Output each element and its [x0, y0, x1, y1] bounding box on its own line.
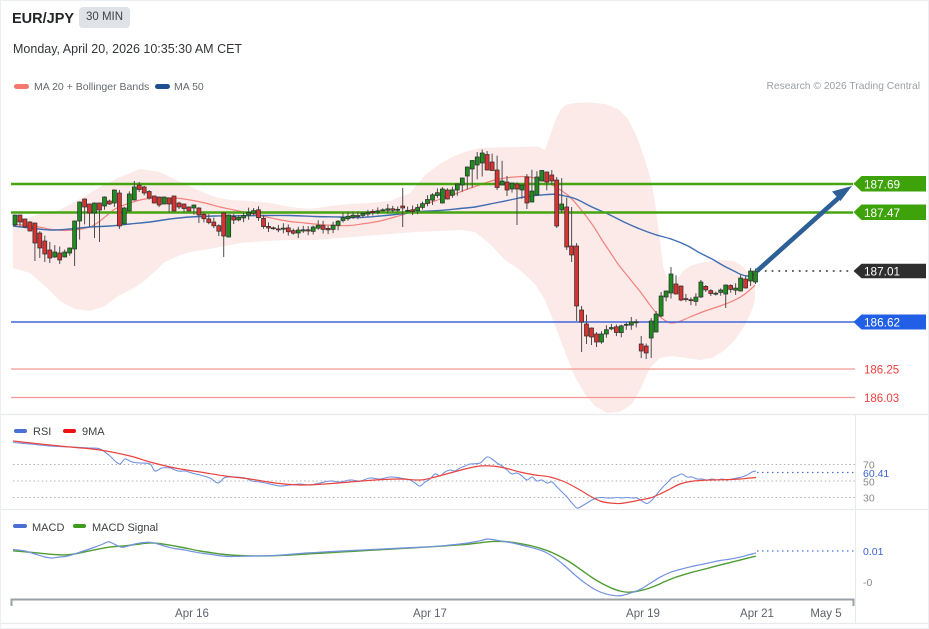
- svg-text:Apr 17: Apr 17: [413, 608, 447, 620]
- svg-text:0.01: 0.01: [863, 546, 884, 558]
- svg-text:50: 50: [863, 477, 875, 489]
- svg-text:187.01: 187.01: [864, 265, 900, 279]
- svg-text:May 5: May 5: [810, 608, 841, 620]
- svg-text:187.47: 187.47: [864, 206, 900, 220]
- svg-text:186.62: 186.62: [864, 316, 900, 330]
- svg-text:186.25: 186.25: [864, 365, 899, 377]
- svg-text:30: 30: [863, 493, 875, 505]
- svg-text:186.03: 186.03: [864, 393, 899, 405]
- svg-text:Apr 16: Apr 16: [175, 608, 209, 620]
- svg-text:Apr 21: Apr 21: [740, 608, 774, 620]
- svg-text:60.41: 60.41: [863, 468, 889, 480]
- svg-text:187.69: 187.69: [864, 178, 900, 192]
- svg-text:Apr 19: Apr 19: [626, 608, 660, 620]
- svg-text:-0: -0: [863, 577, 872, 589]
- svg-text:70: 70: [863, 460, 875, 472]
